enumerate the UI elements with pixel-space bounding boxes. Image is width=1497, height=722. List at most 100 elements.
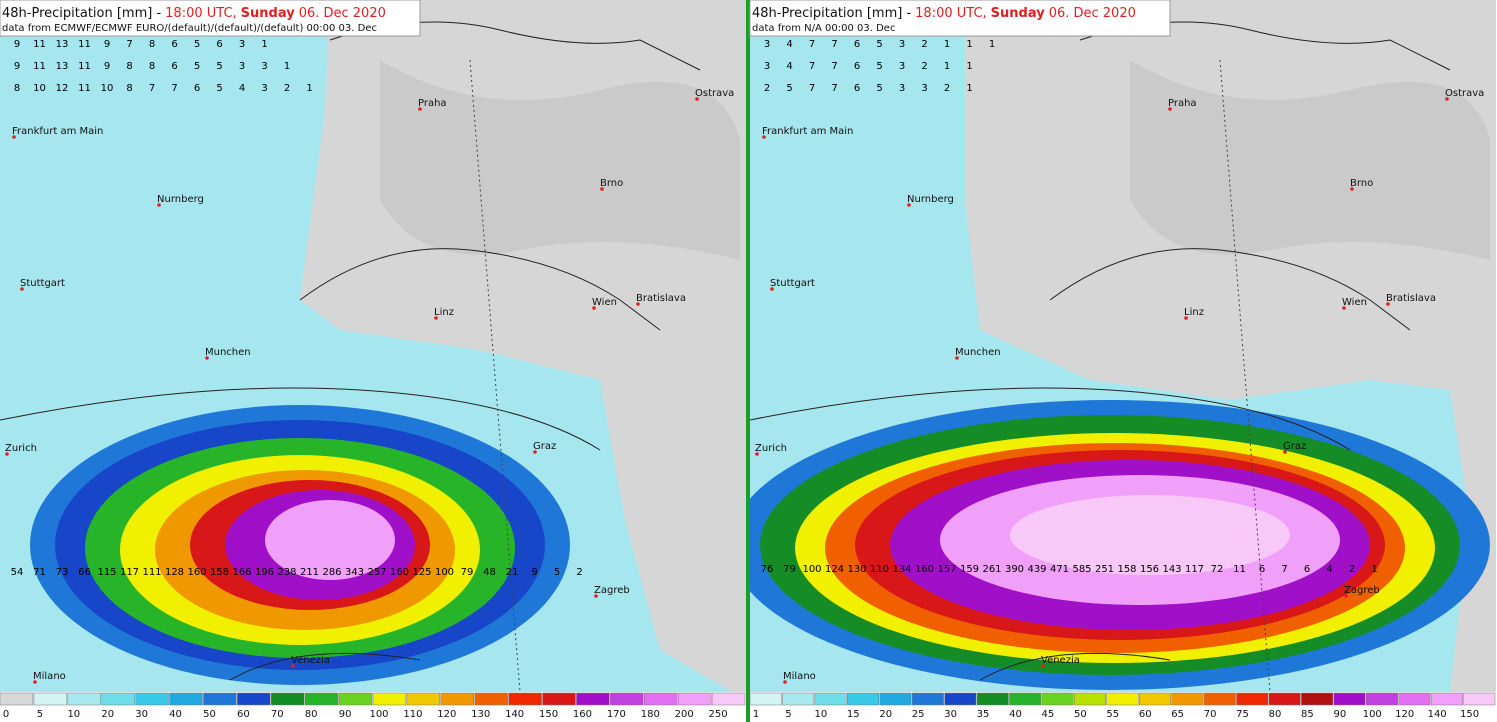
precip-value: 6 bbox=[171, 61, 177, 72]
precip-value: 11 bbox=[78, 61, 91, 72]
legend-label: 10 bbox=[815, 709, 828, 720]
day: Sunday bbox=[991, 6, 1046, 21]
legend-label: 1 bbox=[753, 709, 759, 720]
precip-value: 6 bbox=[171, 39, 177, 50]
legend-label: 150 bbox=[539, 709, 558, 720]
legend-label: 65 bbox=[1171, 709, 1184, 720]
precip-value: 5 bbox=[194, 39, 200, 50]
city-label: Wien bbox=[1342, 297, 1367, 308]
precip-value: 10 bbox=[33, 83, 46, 94]
city-dot bbox=[33, 680, 37, 684]
city-dot bbox=[418, 107, 422, 111]
precip-value: 1 bbox=[944, 61, 950, 72]
legend-swatch bbox=[1268, 692, 1301, 706]
map-panel: 3 4 7 7 6 5 3 2 1 1 13 4 7 7 6 5 3 2 1 12 5 7 7 6 5 3 3 2 176 79 100 12… bbox=[749, 0, 1496, 720]
relief bbox=[1130, 60, 1490, 260]
legend-swatch bbox=[135, 692, 169, 706]
legend-label: 80 bbox=[1269, 709, 1282, 720]
city-dot bbox=[770, 287, 774, 291]
precip-value: 3 bbox=[764, 39, 770, 50]
precip-value: 125 bbox=[412, 567, 431, 578]
precip-value: 251 bbox=[1095, 564, 1114, 575]
precip-value: 8 bbox=[126, 83, 132, 94]
precip-value: 5 bbox=[876, 39, 882, 50]
precip-value: 117 bbox=[120, 567, 139, 578]
legend-swatch bbox=[33, 692, 68, 706]
precip-value: 3 bbox=[261, 61, 267, 72]
city-dot bbox=[907, 203, 911, 207]
legend-label: 70 bbox=[271, 709, 284, 720]
precip-value: 8 bbox=[14, 83, 20, 94]
precip-value: 4 bbox=[786, 39, 792, 50]
city-label: Bratislava bbox=[636, 293, 686, 304]
city-label: Praha bbox=[1168, 98, 1197, 109]
legend-swatch bbox=[67, 692, 101, 706]
precip-value: 1 bbox=[261, 39, 267, 50]
precip-value: 157 bbox=[937, 564, 956, 575]
precip-value: 6 bbox=[854, 61, 860, 72]
legend-swatch bbox=[1106, 692, 1139, 706]
legend-swatch bbox=[911, 692, 944, 706]
precip-value: 2 bbox=[284, 83, 290, 94]
precip-value: 6 bbox=[854, 39, 860, 50]
precip-value: 9 bbox=[14, 61, 20, 72]
legend-swatch bbox=[406, 692, 441, 706]
precip-value: 4 bbox=[786, 61, 792, 72]
legend-label: 20 bbox=[879, 709, 892, 720]
precip-value: 2 bbox=[1349, 564, 1355, 575]
legend-swatch bbox=[474, 692, 508, 706]
legend-label: 130 bbox=[471, 709, 490, 720]
precip-value: 7 bbox=[831, 61, 837, 72]
legend-swatch bbox=[644, 692, 678, 706]
precip-value: 79 bbox=[461, 567, 474, 578]
legend-label: 60 bbox=[1139, 709, 1152, 720]
map-panel: 9 11 13 11 9 7 8 6 5 6 3 19 11 13 11 9 8 8 6 5 5 3 3 18 10 12 11 10… bbox=[0, 0, 746, 720]
precip-value: 158 bbox=[210, 567, 229, 578]
map: 3 4 7 7 6 5 3 2 1 1 13 4 7 7 6 5 3 2 1 12 5 7 7 6 5 3 3 2 176 79 100 12… bbox=[750, 0, 1496, 692]
map: 9 11 13 11 9 7 8 6 5 6 3 19 11 13 11 9 8 8 6 5 5 3 3 18 10 12 11 10… bbox=[0, 0, 746, 692]
relief bbox=[380, 60, 740, 260]
border bbox=[0, 21, 701, 681]
legend-label: 20 bbox=[101, 709, 114, 720]
day: Sunday bbox=[241, 6, 296, 21]
precip-value: 72 bbox=[1211, 564, 1224, 575]
precip-value: 9 bbox=[104, 61, 110, 72]
precip-value: 286 bbox=[322, 567, 341, 578]
legend-swatch bbox=[169, 692, 203, 706]
city-dot bbox=[205, 356, 209, 360]
legend-swatch bbox=[610, 692, 644, 706]
city-dot bbox=[1386, 302, 1390, 306]
legend-swatch bbox=[1398, 692, 1431, 706]
precip-value: 7 bbox=[809, 39, 815, 50]
legend-label: 40 bbox=[1009, 709, 1022, 720]
legend-swatch bbox=[0, 692, 34, 706]
legend-swatch bbox=[576, 692, 610, 706]
precip-value: 143 bbox=[1162, 564, 1181, 575]
city-dot bbox=[1342, 306, 1346, 310]
header-title: 48h-Precipitation [mm] - 18:00 UTC, Sunday… bbox=[2, 6, 386, 21]
precip-value: 11 bbox=[78, 39, 91, 50]
legend-label: 90 bbox=[1333, 709, 1346, 720]
precip-value: 3 bbox=[261, 83, 267, 94]
precip-value: 7 bbox=[126, 39, 132, 50]
precip-value: 1 bbox=[1371, 564, 1377, 575]
precip-value: 2 bbox=[921, 61, 927, 72]
precip-value: 6 bbox=[1259, 564, 1265, 575]
precip-value: 261 bbox=[982, 564, 1001, 575]
precip-value: 111 bbox=[142, 567, 161, 578]
precip-value: 257 bbox=[367, 567, 386, 578]
legend-swatch bbox=[847, 692, 879, 706]
legend-swatch bbox=[1463, 692, 1496, 706]
precip-value: 7 bbox=[1281, 564, 1287, 575]
date: 06. Dec 2020 bbox=[299, 6, 386, 21]
city-dot bbox=[762, 135, 766, 139]
legend-swatch bbox=[338, 692, 373, 706]
city-label: Linz bbox=[1184, 307, 1204, 318]
precip-value: 13 bbox=[56, 61, 69, 72]
precip-value: 7 bbox=[809, 61, 815, 72]
city-dot bbox=[1283, 450, 1287, 454]
precip-value: 7 bbox=[831, 39, 837, 50]
precip-value: 73 bbox=[56, 567, 69, 578]
legend-label: 60 bbox=[237, 709, 250, 720]
precip-value: 196 bbox=[255, 567, 274, 578]
